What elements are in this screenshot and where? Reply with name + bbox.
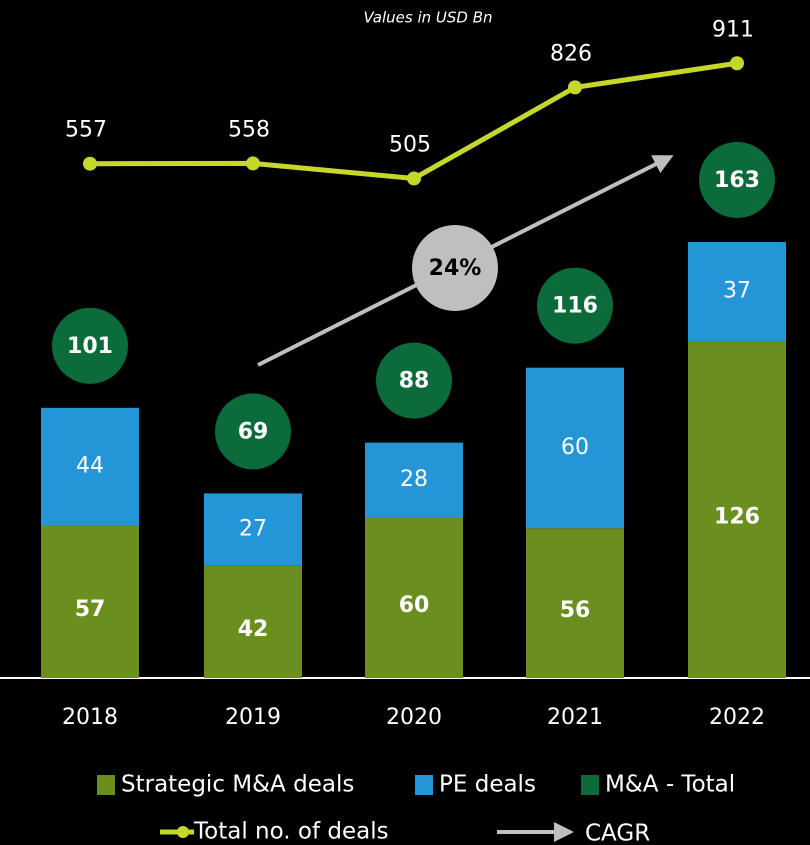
legend-label: Strategic M&A deals — [121, 772, 354, 798]
data-label: 60 — [399, 593, 430, 618]
deals-label: 911 — [712, 17, 754, 42]
total-label: 88 — [399, 369, 430, 394]
data-label: 57 — [75, 597, 106, 622]
legend-swatch — [97, 775, 115, 795]
x-tick-label: 2021 — [547, 705, 603, 730]
data-label: 60 — [561, 435, 589, 460]
bar-segment — [204, 565, 302, 678]
data-label: 28 — [400, 467, 428, 492]
x-tick-label: 2019 — [225, 705, 281, 730]
bar-segment — [365, 442, 463, 518]
total-label: 69 — [238, 419, 269, 444]
deals-point — [407, 171, 421, 186]
deals-label: 826 — [550, 41, 592, 66]
total-label: 163 — [714, 168, 760, 193]
deals-line — [89, 60, 738, 182]
legend-label: M&A - Total — [605, 772, 735, 798]
legend-swatch — [415, 775, 433, 795]
bar-segment — [41, 407, 139, 526]
bar-segment — [688, 241, 786, 341]
bar-segment — [526, 367, 624, 529]
deals-point — [83, 156, 97, 171]
deals-label: 558 — [228, 117, 270, 142]
deals-point — [568, 80, 582, 95]
bar-segment — [204, 493, 302, 566]
total-marker — [376, 342, 452, 419]
bar-segment — [41, 525, 139, 678]
legend-label: PE deals — [439, 772, 536, 798]
deals-label: 557 — [65, 118, 107, 143]
deals-point — [730, 56, 744, 71]
total-marker — [52, 307, 128, 384]
data-label: 56 — [560, 598, 591, 623]
x-tick-label: 2018 — [62, 705, 118, 730]
x-tick-label: 2020 — [386, 705, 442, 730]
cagr-badge — [412, 225, 498, 311]
bar-segment — [688, 340, 786, 678]
deals-point — [246, 156, 260, 171]
total-label: 101 — [67, 334, 113, 359]
cagr-label: 24% — [429, 256, 482, 281]
x-tick-label: 2022 — [709, 705, 765, 730]
chart-subtitle: Values in USD Bn — [363, 9, 492, 27]
total-marker — [215, 393, 291, 470]
legend-swatch — [581, 775, 599, 795]
total-marker — [537, 267, 613, 344]
deals-label: 505 — [389, 132, 431, 157]
legend-label: Total no. of deals — [193, 819, 389, 845]
total-marker — [699, 141, 775, 218]
data-label: 37 — [723, 278, 751, 303]
data-label: 42 — [238, 617, 269, 642]
legend-dot — [177, 826, 189, 838]
data-label: 44 — [76, 454, 104, 479]
data-label: 126 — [714, 504, 760, 529]
bar-segment — [526, 528, 624, 678]
bar-segment — [365, 517, 463, 678]
data-label: 27 — [239, 517, 267, 542]
legend-label: CAGR — [585, 821, 650, 845]
total-label: 116 — [552, 294, 598, 319]
